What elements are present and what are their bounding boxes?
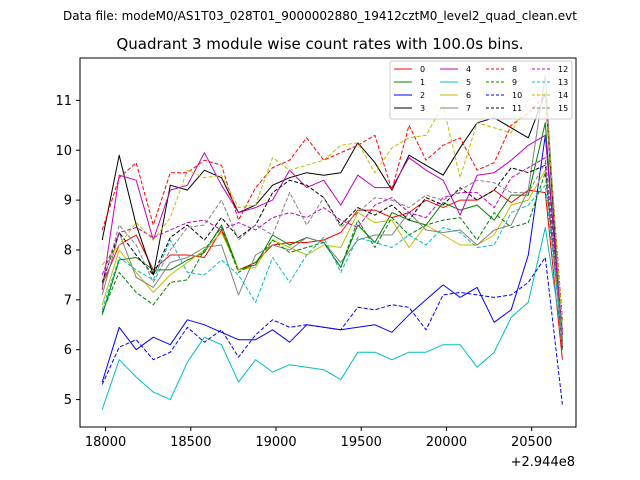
y-tick-label: 6 xyxy=(64,343,72,358)
legend-label-4: 4 xyxy=(466,65,471,74)
series-line-8 xyxy=(101,94,563,320)
series-line-5 xyxy=(101,227,563,410)
y-tick-label: 8 xyxy=(64,243,72,258)
legend-label-10: 10 xyxy=(512,91,522,100)
series-line-12 xyxy=(101,157,563,330)
legend-label-7: 7 xyxy=(466,104,471,113)
datafile-label: Data file: modeM0/AS1T03_028T01_90000028… xyxy=(63,9,577,23)
series-line-10 xyxy=(101,257,563,405)
y-tick-label: 7 xyxy=(64,293,72,308)
y-tick-label: 9 xyxy=(64,194,72,209)
y-axis: 5 6 7 8 9 10 11 xyxy=(55,94,80,408)
legend-label-11: 11 xyxy=(512,104,522,113)
x-axis: 18000 18500 19000 19500 20000 20500 xyxy=(85,427,552,450)
y-tick-label: 5 xyxy=(64,393,72,408)
series-line-9 xyxy=(101,172,563,340)
series-line-6 xyxy=(101,169,563,340)
x-offset-label: +2.944e8 xyxy=(511,455,575,470)
x-tick-label: 19000 xyxy=(255,435,296,450)
series-layer xyxy=(101,75,563,410)
x-tick-label: 18500 xyxy=(170,435,211,450)
y-tick-label: 11 xyxy=(55,94,72,109)
legend-label-2: 2 xyxy=(420,91,425,100)
legend-label-13: 13 xyxy=(558,78,568,87)
series-line-2 xyxy=(101,134,563,383)
series-line-15 xyxy=(101,162,563,345)
series-line-14 xyxy=(101,92,563,325)
legend-label-15: 15 xyxy=(558,104,568,113)
legend-label-9: 9 xyxy=(512,78,517,87)
legend-label-3: 3 xyxy=(420,104,425,113)
x-tick-label: 18000 xyxy=(85,435,126,450)
series-line-13 xyxy=(101,184,563,340)
legend-label-1: 1 xyxy=(420,78,425,87)
series-line-7 xyxy=(101,75,563,345)
legend-label-5: 5 xyxy=(466,78,471,87)
x-tick-label: 20500 xyxy=(511,435,552,450)
legend-box xyxy=(389,60,573,120)
plot-frame xyxy=(79,57,577,428)
x-tick-label: 19500 xyxy=(341,435,382,450)
legend-label-0: 0 xyxy=(420,65,425,74)
chart-title: Quadrant 3 module wise count rates with … xyxy=(116,35,523,53)
legend-label-12: 12 xyxy=(558,65,568,74)
legend-label-14: 14 xyxy=(558,91,568,100)
x-tick-label: 20000 xyxy=(426,435,467,450)
series-line-4 xyxy=(101,134,563,335)
legend-label-8: 8 xyxy=(512,65,517,74)
legend-label-6: 6 xyxy=(466,91,471,100)
series-line-11 xyxy=(101,164,563,348)
y-tick-label: 10 xyxy=(55,144,72,159)
